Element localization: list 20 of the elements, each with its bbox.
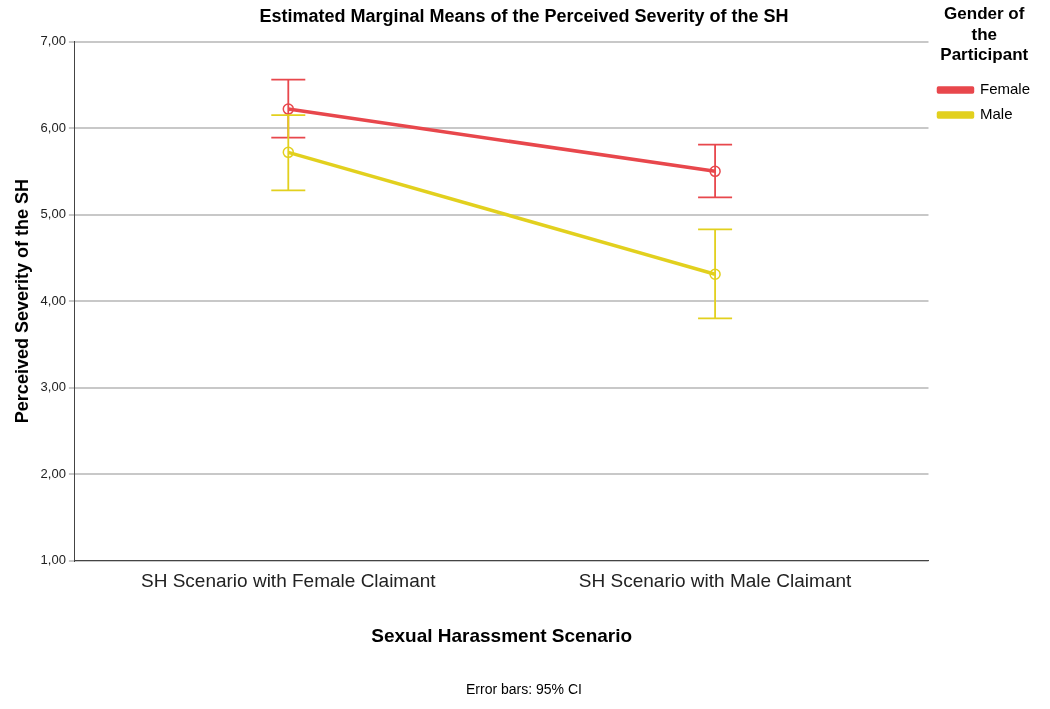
y-tick-label: 1,00 — [40, 552, 66, 568]
point — [709, 165, 721, 178]
x-tick-label: SH Scenario with Female Claimant — [140, 570, 437, 592]
legend-label: Male — [979, 105, 1013, 123]
x-axis-title: Sexual Harassment Scenario — [371, 625, 633, 647]
x-tick-label: SH Scenario with Male Claimant — [578, 570, 853, 592]
point — [282, 146, 295, 159]
point — [709, 268, 721, 281]
y-tick-label: 3,00 — [40, 379, 66, 395]
y-tick-label: 2,00 — [40, 465, 66, 481]
text: Error bars: 95% CI — [466, 681, 582, 698]
legend-title: Gender of the Participant — [940, 4, 1029, 64]
chart-title: Estimated Marginal Means of the Perceived Severity of the SH — [259, 5, 789, 26]
point — [282, 103, 295, 115]
y-axis-title: Perceived Severity of the SH — [11, 179, 32, 424]
y-tick-label: 4,00 — [40, 292, 66, 308]
y-tick-label: 6,00 — [40, 119, 66, 135]
y-tick-label: 5,00 — [40, 206, 66, 222]
y-tick-label: 7,00 — [40, 33, 66, 49]
legend-label: Female — [979, 80, 1031, 98]
